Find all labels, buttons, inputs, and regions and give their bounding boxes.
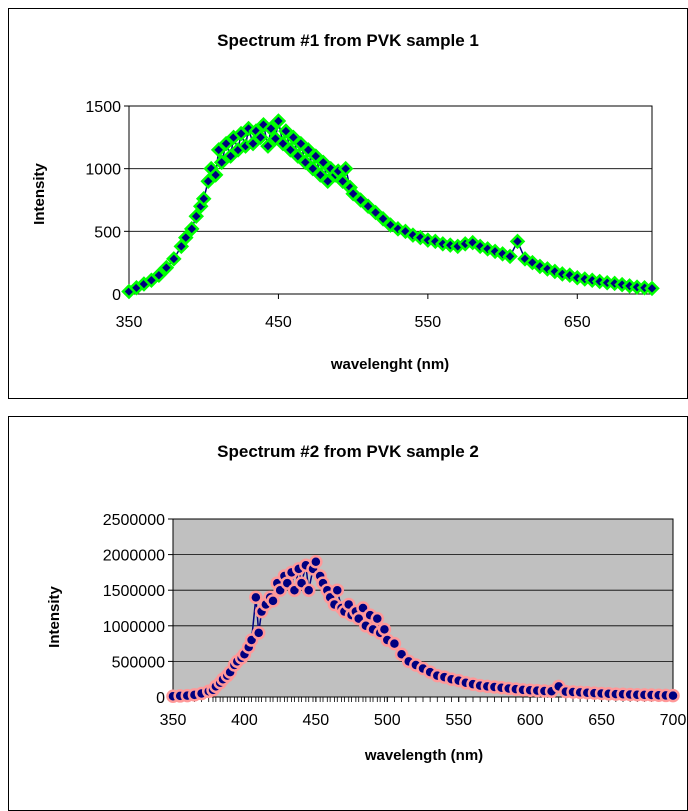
- data-point: [207, 167, 224, 183]
- chart-2-svg: Spectrum #2 from PVK sample 2 Intensity …: [46, 442, 687, 764]
- y-tick-label: 500: [94, 224, 121, 241]
- data-point: [178, 229, 194, 246]
- data-point: [387, 636, 402, 651]
- data-point: [309, 554, 323, 569]
- data-point: [377, 622, 392, 637]
- x-tick-label: 550: [445, 712, 472, 729]
- x-tick-label: 350: [116, 314, 143, 331]
- x-tick-label: 450: [265, 314, 292, 331]
- chart-1-ylabel: Intensity: [31, 163, 48, 225]
- data-point: [249, 590, 263, 605]
- x-tick-label: 600: [517, 712, 544, 729]
- data-point: [252, 129, 269, 146]
- x-tick-label: 650: [588, 712, 615, 729]
- data-point: [337, 160, 354, 177]
- x-tick-label: 400: [231, 712, 258, 729]
- x-tick-label: 550: [415, 314, 442, 331]
- y-tick-label: 0: [156, 690, 165, 707]
- data-point: [151, 267, 167, 283]
- chart-2-xlabel: wavelength (nm): [364, 747, 483, 764]
- data-point: [270, 113, 287, 129]
- data-point: [158, 259, 175, 276]
- chart-2: Spectrum #2 from PVK sample 2 Intensity …: [8, 416, 688, 811]
- chart-1-svg: Spectrum #1 from PVK sample 1 Intensity …: [31, 31, 660, 373]
- x-tick-label: 450: [303, 712, 330, 729]
- chart-1-xlabel: wavelenght (nm): [330, 356, 449, 373]
- data-point: [266, 594, 280, 608]
- y-tick-label: 1000: [85, 162, 121, 179]
- data-point: [301, 583, 316, 597]
- data-point: [370, 611, 385, 626]
- data-point: [666, 688, 680, 703]
- data-point: [260, 138, 276, 154]
- y-tick-label: 2500000: [103, 512, 165, 529]
- x-tick-label: 700: [660, 712, 687, 729]
- x-tick-label: 500: [374, 712, 401, 729]
- data-point: [251, 626, 266, 640]
- y-tick-label: 500000: [112, 654, 165, 671]
- data-point: [166, 251, 182, 267]
- data-point: [509, 233, 526, 250]
- data-point: [183, 221, 200, 237]
- x-tick-label: 350: [160, 712, 187, 729]
- data-point: [188, 208, 205, 225]
- data-point: [502, 248, 518, 265]
- data-point: [263, 120, 279, 137]
- chart-1: Spectrum #1 from PVK sample 1 Intensity …: [8, 8, 688, 399]
- chart-2-title: Spectrum #2 from PVK sample 2: [217, 442, 479, 461]
- y-tick-label: 1500: [85, 99, 121, 116]
- x-tick-label: 650: [564, 314, 591, 331]
- chart-1-title: Spectrum #1 from PVK sample 1: [217, 31, 479, 50]
- y-tick-label: 0: [112, 287, 121, 304]
- y-tick-label: 1500000: [103, 583, 165, 600]
- data-point: [195, 190, 212, 207]
- data-point: [213, 154, 230, 171]
- chart-2-ylabel: Intensity: [46, 586, 63, 648]
- y-tick-label: 1000000: [103, 619, 165, 636]
- data-point: [330, 583, 345, 597]
- plot-area: [128, 105, 653, 295]
- data-point: [644, 280, 660, 297]
- y-tick-label: 2000000: [103, 548, 165, 565]
